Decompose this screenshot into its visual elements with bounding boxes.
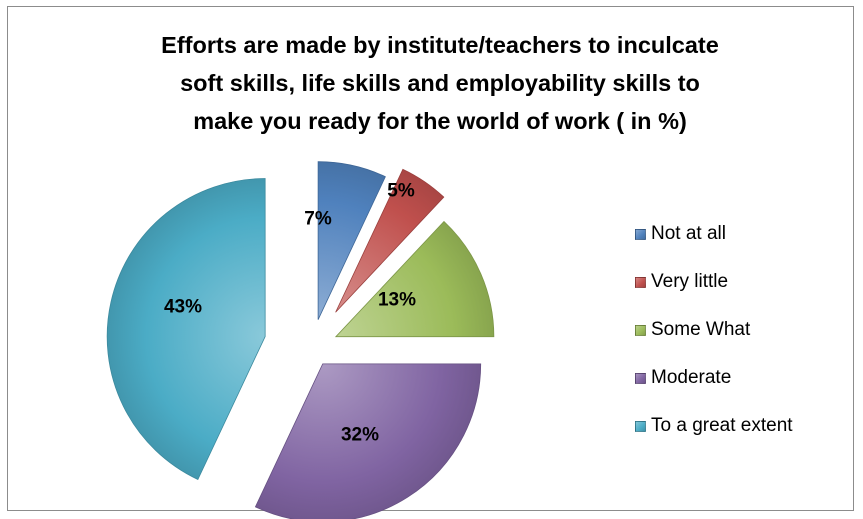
legend-item-very-little: Very little — [635, 270, 728, 294]
pie-slice-very-little — [335, 168, 445, 313]
legend-swatch — [635, 276, 646, 288]
legend-item-some-what: Some What — [635, 318, 750, 342]
chart-title: Efforts are made by institute/teachers t… — [90, 26, 790, 140]
legend-swatch — [635, 372, 646, 384]
legend-label: Not at all — [651, 223, 726, 244]
pie-slices — [106, 161, 495, 519]
chart-title-line-1: Efforts are made by institute/teachers t… — [161, 32, 719, 58]
legend-swatch — [635, 420, 646, 432]
data-label-to-a-great-extent: 43% — [164, 297, 202, 318]
chart-title-line-3: make you ready for the world of work ( i… — [193, 108, 687, 134]
pie-slice-some-what — [334, 220, 495, 338]
data-label-some-what: 13% — [378, 290, 416, 311]
legend-swatch — [635, 324, 646, 336]
chart-title-line-2: soft skills, life skills and employabili… — [180, 70, 700, 96]
pie-slice-not-at-all — [317, 161, 386, 320]
legend-label: Moderate — [651, 367, 732, 388]
legend-item-not-at-all: Not at all — [635, 222, 726, 246]
legend-item-to-a-great-extent: To a great extent — [635, 414, 793, 438]
data-label-moderate: 32% — [341, 425, 379, 446]
legend-item-moderate: Moderate — [635, 366, 731, 390]
pie-data-labels: 7% 5% 13% 32% 43% — [164, 181, 416, 446]
legend-swatch — [635, 228, 646, 240]
data-label-not-at-all: 7% — [304, 209, 332, 230]
legend-label: Very little — [651, 271, 729, 292]
pie-slice-to-a-great-extent — [106, 178, 266, 481]
legend-label: Some What — [651, 319, 751, 340]
data-label-very-little: 5% — [387, 181, 415, 202]
legend-label: To a great extent — [651, 415, 793, 436]
